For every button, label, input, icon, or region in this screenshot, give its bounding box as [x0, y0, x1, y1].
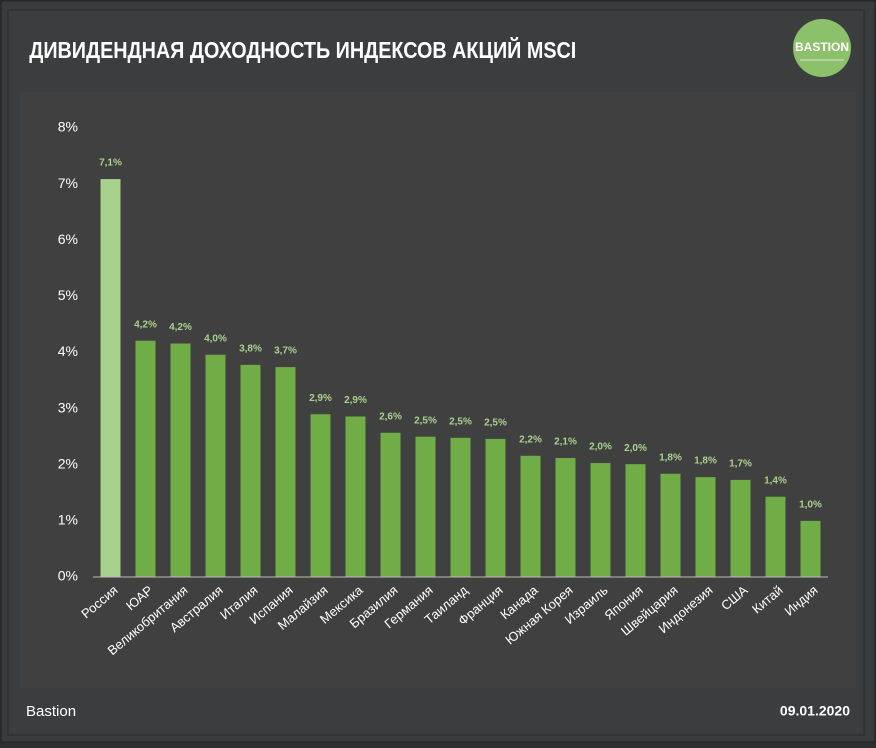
value-label: 2,5%: [484, 418, 507, 429]
value-label: 2,9%: [344, 395, 367, 406]
value-label: 1,7%: [729, 459, 752, 470]
bar: [485, 438, 506, 577]
bar: [730, 479, 751, 577]
chart-title: ДИВИДЕНДНАЯ ДОХОДНОСТЬ ИНДЕКСОВ АКЦИЙ MS…: [29, 37, 576, 64]
value-label: 4,2%: [134, 319, 157, 330]
bar: [100, 179, 121, 578]
logo: [793, 19, 851, 77]
y-tick-label: 8%: [58, 119, 78, 135]
y-tick-label: 7%: [58, 175, 78, 191]
footer-source: Bastion: [26, 703, 76, 720]
value-label: 1,4%: [764, 475, 787, 486]
value-label: 2,5%: [449, 416, 472, 427]
value-label: 3,8%: [239, 343, 262, 354]
bar: [135, 340, 156, 577]
bar: [555, 458, 576, 577]
bar: [310, 414, 331, 577]
y-tick-label: 3%: [58, 399, 78, 415]
bar: [380, 432, 401, 577]
bar: [800, 520, 821, 577]
y-tick-label: 4%: [58, 343, 78, 359]
logo-text: BASTION: [795, 40, 849, 54]
bar: [695, 477, 716, 577]
value-label: 4,0%: [204, 333, 227, 344]
value-label: 3,7%: [274, 346, 297, 357]
value-label: 4,2%: [169, 322, 192, 333]
bar: [415, 436, 436, 577]
value-label: 2,5%: [414, 415, 437, 426]
y-tick-label: 1%: [58, 512, 78, 528]
bar: [240, 364, 261, 577]
value-label: 1,8%: [659, 452, 682, 463]
bar: [345, 416, 366, 577]
bar: [450, 437, 471, 577]
value-label: 2,0%: [589, 442, 612, 453]
value-label: 2,0%: [624, 443, 647, 454]
bar: [170, 343, 191, 577]
value-label: 2,1%: [554, 437, 577, 448]
y-tick-label: 6%: [58, 231, 78, 247]
bar: [205, 354, 226, 577]
value-label: 2,9%: [309, 393, 332, 404]
plot-panel: [20, 92, 856, 688]
bar: [590, 463, 611, 577]
footer-date: 09.01.2020: [780, 703, 850, 719]
bar: [660, 473, 681, 577]
bar: [520, 455, 541, 577]
y-tick-label: 0%: [58, 568, 78, 584]
y-tick-label: 2%: [58, 455, 78, 471]
value-label: 1,0%: [799, 500, 822, 511]
value-label: 7,1%: [99, 158, 122, 169]
bar: [765, 496, 786, 577]
y-tick-label: 5%: [58, 287, 78, 303]
value-label: 2,6%: [379, 411, 402, 422]
value-label: 1,8%: [694, 456, 717, 467]
value-label: 2,2%: [519, 434, 542, 445]
bar: [625, 464, 646, 577]
bar: [275, 367, 296, 577]
